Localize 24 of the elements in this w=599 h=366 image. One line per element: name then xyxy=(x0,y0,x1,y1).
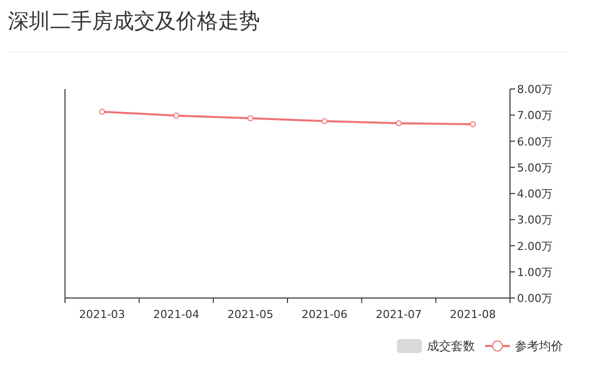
y2-tick-label: 0.00万 xyxy=(517,292,552,305)
chart-title: 深圳二手房成交及价格走势 xyxy=(8,9,260,33)
y2-tick-label: 3.00万 xyxy=(517,214,552,227)
x-tick-label: 2021-08 xyxy=(450,308,496,321)
point xyxy=(322,118,328,124)
x-tick-label: 2021-06 xyxy=(302,308,348,321)
x-tick-label: 2021-04 xyxy=(153,308,200,321)
y2-tick-label: 2.00万 xyxy=(517,240,552,253)
y2-tick-label: 7.00万 xyxy=(517,109,552,122)
point xyxy=(173,112,180,119)
x-tick-label: 2021-07 xyxy=(376,308,422,321)
legend-label: 成交套数 xyxy=(427,339,475,353)
x-tick-label: 2021-05 xyxy=(227,308,274,321)
y2-tick-label: 6.00万 xyxy=(517,135,552,148)
y2-tick-label: 8.00万 xyxy=(517,83,552,96)
y2-tick-label: 4.00万 xyxy=(517,188,552,200)
point xyxy=(247,115,254,122)
point xyxy=(470,121,476,128)
y2-tick-label: 1.00万 xyxy=(517,266,552,279)
legend-label: 参考均价 xyxy=(515,339,563,353)
point xyxy=(396,120,402,126)
point xyxy=(99,108,106,115)
x-tick-label: 2021-03 xyxy=(79,308,126,321)
y2-tick-label: 5.00万 xyxy=(517,161,552,174)
